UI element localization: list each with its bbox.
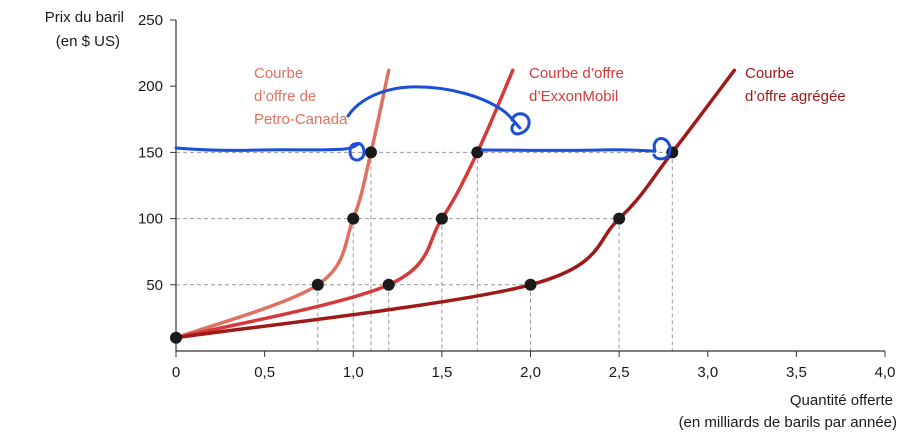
y-tick-label: 50: [146, 277, 163, 294]
reference-lines: [176, 151, 673, 351]
data-point: [347, 212, 360, 225]
marked-points: [170, 146, 679, 344]
x-tick-label: 3,5: [786, 364, 807, 381]
label-exxonmobil-line-1: Courbe d’offre: [529, 65, 624, 82]
x-tick-label: 4,0: [875, 364, 896, 381]
curve-aggregate: [174, 68, 737, 340]
hand-drawn-loop-right: [652, 137, 672, 161]
data-point: [435, 212, 448, 225]
data-point: [471, 146, 484, 159]
label-exxonmobil-line-2: d’ExxonMobil: [529, 88, 618, 105]
data-point: [613, 212, 626, 225]
y-tick-label: 150: [138, 144, 163, 161]
y-tick-label: 250: [138, 12, 163, 29]
data-point: [382, 278, 395, 291]
y-axis-title-line-2: (en $ US): [56, 33, 120, 50]
label-petro-canada-line-3: Petro-Canada: [254, 111, 348, 128]
x-tick-label: 2,5: [609, 364, 630, 381]
ticks: 0 0,5 1,0 1,5 2,0 2,5 3,0 3,5 4,0 50 100 150 200 250: [138, 12, 895, 381]
curve-exxonmobil: [174, 68, 515, 340]
x-tick-label: 1,0: [343, 364, 364, 381]
hand-drawn-arrow-head: [510, 112, 531, 136]
hand-drawn-loop-left: [348, 142, 366, 162]
y-tick-label: 200: [138, 78, 163, 95]
hand-drawn-horizontal-line-right: [480, 148, 657, 153]
x-tick-label: 1,5: [431, 364, 452, 381]
x-tick-label: 0,5: [254, 364, 275, 381]
label-petro-canada-line-2: d’offre de: [254, 88, 316, 105]
label-aggregate: Courbe d’offre agrégée: [745, 65, 846, 105]
y-tick-label: 100: [138, 211, 163, 228]
data-point: [170, 331, 182, 344]
y-axis-title-line-1: Prix du baril: [45, 9, 124, 26]
x-tick-label: 3,0: [697, 364, 718, 381]
x-tick-label: 2,0: [520, 364, 541, 381]
data-point: [311, 278, 324, 291]
x-axis-title-line-1: Quantité offerte: [790, 392, 893, 409]
supply-curves: [174, 68, 737, 340]
hand-drawn-horizontal-line: [174, 142, 360, 152]
x-axis-title-line-2: (en milliards de barils par année): [679, 414, 897, 431]
hand-drawn-arrow-curve: [346, 85, 522, 130]
label-petro-canada-line-1: Courbe: [254, 65, 303, 82]
label-aggregate-line-1: Courbe: [745, 65, 794, 82]
label-aggregate-line-2: d’offre agrégée: [745, 88, 846, 105]
data-point: [364, 146, 377, 159]
label-petro-canada: Courbe d’offre de Petro-Canada: [254, 65, 348, 128]
x-tick-label: 0: [172, 364, 180, 381]
hand-drawn-annotation: [174, 85, 672, 162]
curve-petro-canada: [174, 68, 391, 340]
label-exxonmobil: Courbe d’offre d’ExxonMobil: [529, 65, 624, 105]
data-point: [524, 278, 537, 291]
